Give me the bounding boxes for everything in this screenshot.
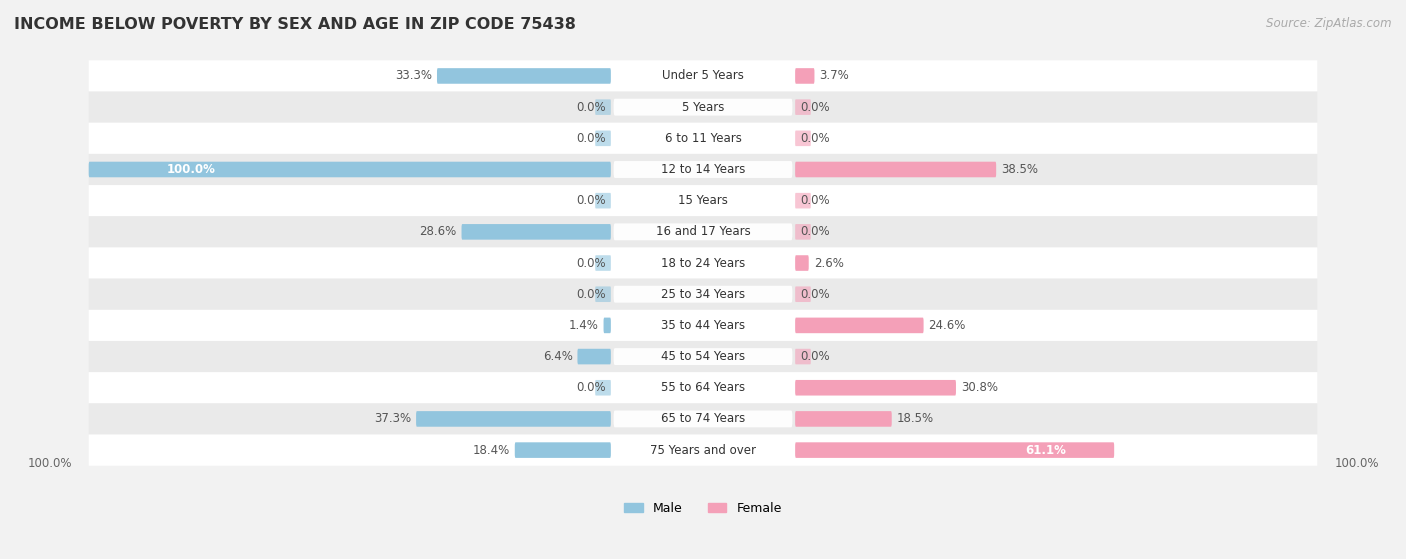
FancyBboxPatch shape: [89, 404, 1317, 434]
Text: 12 to 14 Years: 12 to 14 Years: [661, 163, 745, 176]
FancyBboxPatch shape: [613, 161, 793, 178]
Text: 0.0%: 0.0%: [800, 350, 830, 363]
Text: 0.0%: 0.0%: [576, 257, 606, 269]
Text: 3.7%: 3.7%: [820, 69, 849, 83]
FancyBboxPatch shape: [796, 411, 891, 427]
FancyBboxPatch shape: [613, 192, 793, 209]
FancyBboxPatch shape: [89, 278, 1317, 310]
FancyBboxPatch shape: [796, 255, 808, 271]
Text: 0.0%: 0.0%: [800, 194, 830, 207]
FancyBboxPatch shape: [416, 411, 610, 427]
FancyBboxPatch shape: [595, 255, 610, 271]
Text: 100.0%: 100.0%: [1334, 457, 1379, 470]
FancyBboxPatch shape: [89, 372, 1317, 404]
FancyBboxPatch shape: [613, 286, 793, 302]
FancyBboxPatch shape: [613, 410, 793, 427]
Text: 18.4%: 18.4%: [472, 444, 510, 457]
FancyBboxPatch shape: [796, 442, 1114, 458]
Text: 30.8%: 30.8%: [960, 381, 998, 394]
Text: 16 and 17 Years: 16 and 17 Years: [655, 225, 751, 238]
Legend: Male, Female: Male, Female: [619, 497, 787, 520]
FancyBboxPatch shape: [796, 349, 811, 364]
Text: 25 to 34 Years: 25 to 34 Years: [661, 288, 745, 301]
Text: 37.3%: 37.3%: [374, 413, 411, 425]
FancyBboxPatch shape: [89, 60, 1317, 92]
FancyBboxPatch shape: [89, 92, 1317, 123]
Text: 100.0%: 100.0%: [27, 457, 72, 470]
FancyBboxPatch shape: [595, 286, 610, 302]
Text: 1.4%: 1.4%: [569, 319, 599, 332]
FancyBboxPatch shape: [796, 380, 956, 396]
FancyBboxPatch shape: [89, 248, 1317, 278]
FancyBboxPatch shape: [595, 130, 610, 146]
FancyBboxPatch shape: [89, 123, 1317, 154]
Text: Under 5 Years: Under 5 Years: [662, 69, 744, 83]
Text: 0.0%: 0.0%: [800, 132, 830, 145]
Text: 0.0%: 0.0%: [576, 132, 606, 145]
Text: 100.0%: 100.0%: [167, 163, 217, 176]
FancyBboxPatch shape: [578, 349, 610, 364]
Text: 0.0%: 0.0%: [576, 381, 606, 394]
FancyBboxPatch shape: [595, 193, 610, 209]
Text: 61.1%: 61.1%: [1025, 444, 1066, 457]
Text: 38.5%: 38.5%: [1001, 163, 1038, 176]
Text: 75 Years and over: 75 Years and over: [650, 444, 756, 457]
FancyBboxPatch shape: [613, 224, 793, 240]
FancyBboxPatch shape: [89, 216, 1317, 248]
Text: 18 to 24 Years: 18 to 24 Years: [661, 257, 745, 269]
FancyBboxPatch shape: [796, 130, 811, 146]
Text: 6 to 11 Years: 6 to 11 Years: [665, 132, 741, 145]
Text: 28.6%: 28.6%: [419, 225, 457, 238]
FancyBboxPatch shape: [613, 348, 793, 365]
FancyBboxPatch shape: [613, 317, 793, 334]
FancyBboxPatch shape: [796, 224, 811, 240]
Text: 0.0%: 0.0%: [576, 194, 606, 207]
Text: 45 to 54 Years: 45 to 54 Years: [661, 350, 745, 363]
FancyBboxPatch shape: [613, 68, 793, 84]
FancyBboxPatch shape: [89, 434, 1317, 466]
FancyBboxPatch shape: [89, 185, 1317, 216]
Text: 0.0%: 0.0%: [576, 101, 606, 113]
FancyBboxPatch shape: [796, 162, 997, 177]
FancyBboxPatch shape: [796, 318, 924, 333]
Text: 55 to 64 Years: 55 to 64 Years: [661, 381, 745, 394]
FancyBboxPatch shape: [595, 380, 610, 396]
FancyBboxPatch shape: [595, 100, 610, 115]
Text: 18.5%: 18.5%: [897, 413, 934, 425]
Text: 65 to 74 Years: 65 to 74 Years: [661, 413, 745, 425]
FancyBboxPatch shape: [613, 130, 793, 146]
Text: 0.0%: 0.0%: [800, 225, 830, 238]
FancyBboxPatch shape: [89, 162, 610, 177]
Text: 35 to 44 Years: 35 to 44 Years: [661, 319, 745, 332]
FancyBboxPatch shape: [613, 99, 793, 116]
FancyBboxPatch shape: [461, 224, 610, 240]
Text: 24.6%: 24.6%: [928, 319, 966, 332]
Text: 0.0%: 0.0%: [576, 288, 606, 301]
FancyBboxPatch shape: [796, 68, 814, 84]
FancyBboxPatch shape: [613, 442, 793, 458]
Text: 0.0%: 0.0%: [800, 288, 830, 301]
FancyBboxPatch shape: [796, 193, 811, 209]
Text: INCOME BELOW POVERTY BY SEX AND AGE IN ZIP CODE 75438: INCOME BELOW POVERTY BY SEX AND AGE IN Z…: [14, 17, 576, 32]
FancyBboxPatch shape: [89, 310, 1317, 341]
FancyBboxPatch shape: [89, 341, 1317, 372]
Text: 33.3%: 33.3%: [395, 69, 432, 83]
Text: 0.0%: 0.0%: [800, 101, 830, 113]
FancyBboxPatch shape: [613, 380, 793, 396]
Text: 15 Years: 15 Years: [678, 194, 728, 207]
FancyBboxPatch shape: [515, 442, 610, 458]
Text: 5 Years: 5 Years: [682, 101, 724, 113]
FancyBboxPatch shape: [796, 100, 811, 115]
FancyBboxPatch shape: [437, 68, 610, 84]
Text: 6.4%: 6.4%: [543, 350, 572, 363]
FancyBboxPatch shape: [603, 318, 610, 333]
FancyBboxPatch shape: [613, 254, 793, 272]
FancyBboxPatch shape: [796, 286, 811, 302]
Text: Source: ZipAtlas.com: Source: ZipAtlas.com: [1267, 17, 1392, 30]
FancyBboxPatch shape: [89, 154, 1317, 185]
Text: 2.6%: 2.6%: [814, 257, 844, 269]
